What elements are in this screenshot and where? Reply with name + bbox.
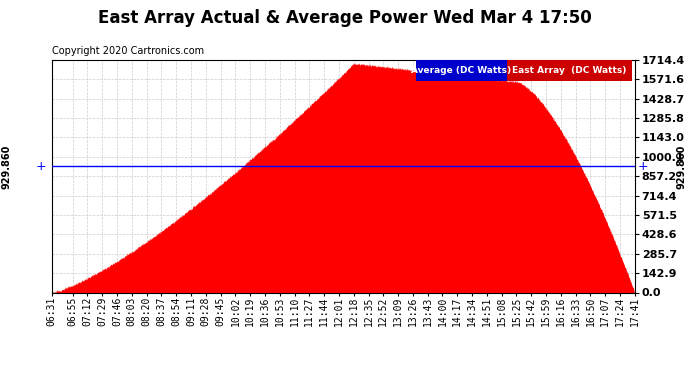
Text: Average (DC Watts): Average (DC Watts)	[411, 66, 511, 75]
Text: 929.860: 929.860	[2, 144, 12, 189]
Text: East Array  (DC Watts): East Array (DC Watts)	[512, 66, 627, 75]
Text: East Array Actual & Average Power Wed Mar 4 17:50: East Array Actual & Average Power Wed Ma…	[98, 9, 592, 27]
Text: 929.860: 929.860	[677, 144, 687, 189]
FancyBboxPatch shape	[416, 60, 506, 81]
Text: +: +	[36, 160, 46, 173]
Text: Copyright 2020 Cartronics.com: Copyright 2020 Cartronics.com	[52, 46, 204, 56]
FancyBboxPatch shape	[506, 60, 632, 81]
Text: +: +	[638, 160, 648, 173]
